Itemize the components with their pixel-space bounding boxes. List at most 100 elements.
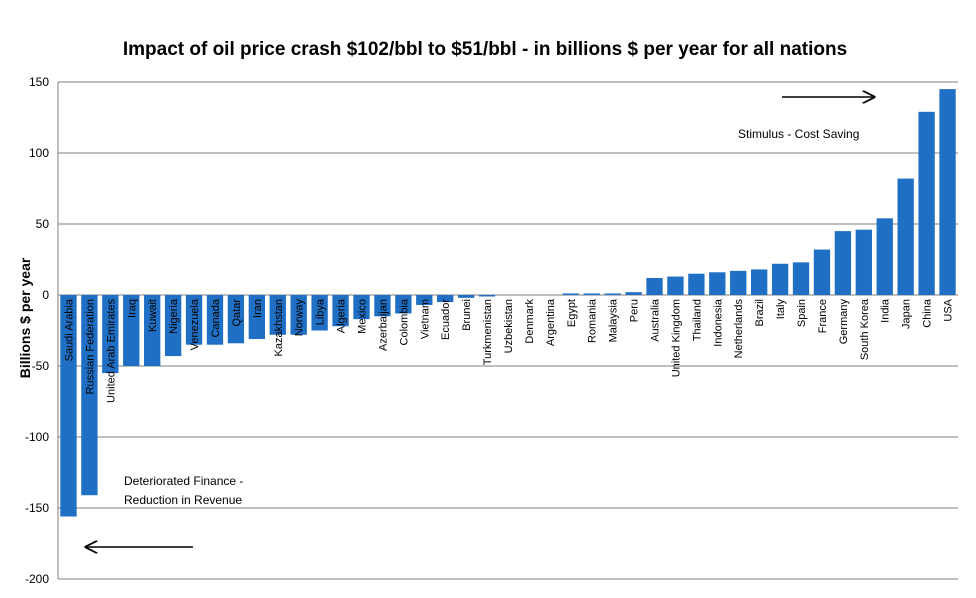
- category-label: Norway: [294, 299, 306, 337]
- category-label: Peru: [629, 299, 641, 322]
- category-labels: Saudi Arabia Russian Federation United Ara…: [63, 298, 954, 403]
- category-label: USA: [943, 298, 955, 321]
- bar: [939, 89, 956, 295]
- bar: [185, 295, 203, 345]
- annotation-stimulus: Stimulus - Cost Saving: [738, 127, 859, 141]
- category-label: United Arab Emirates: [105, 299, 117, 403]
- bar: [332, 295, 349, 327]
- category-label: Russian Federation: [84, 299, 96, 394]
- category-label: China: [922, 298, 934, 328]
- category-label: South Korea: [859, 298, 871, 360]
- bar: [311, 295, 328, 331]
- bar: [60, 295, 77, 517]
- category-label: Uzbekistan: [503, 299, 515, 353]
- bar: [395, 295, 412, 314]
- category-label: Algeria: [336, 298, 348, 333]
- annotation-deteriorated: Deteriorated Finance -: [124, 474, 243, 488]
- bar: [144, 295, 161, 366]
- bar: [290, 295, 307, 335]
- y-tick-label: -100: [25, 430, 49, 444]
- category-label: Vietnam: [419, 299, 431, 339]
- y-tick-label: -150: [25, 501, 49, 515]
- bar: [562, 293, 579, 295]
- y-tick-label: 0: [42, 288, 49, 302]
- bar: [897, 178, 914, 295]
- category-label: India: [880, 298, 892, 323]
- category-label: Indonesia: [712, 298, 724, 347]
- category-label: Canada: [210, 298, 222, 337]
- y-tick-labels: 150 100 50 0 -50 -100 -150 -200: [25, 75, 49, 586]
- category-label: Colombia: [398, 298, 410, 345]
- category-label: United Kingdom: [670, 299, 682, 377]
- category-label: Saudi Arabia: [63, 298, 75, 361]
- y-axis-label: Billions $ per year: [17, 257, 33, 378]
- bar: [646, 277, 663, 295]
- category-label: Denmark: [524, 299, 536, 344]
- y-tick-label: -50: [32, 359, 50, 373]
- bar: [123, 295, 140, 366]
- category-label: Brazil: [754, 299, 766, 327]
- bar: [478, 295, 496, 297]
- category-label: Germany: [838, 299, 850, 345]
- bar: [416, 295, 433, 305]
- bar: [771, 263, 789, 295]
- y-tick-label: 50: [36, 217, 50, 231]
- category-label: Azerbaijan: [377, 299, 389, 351]
- bar: [688, 273, 705, 295]
- category-label: Brunei: [461, 299, 473, 331]
- bars: [60, 89, 956, 517]
- category-label: Iraq: [126, 299, 138, 318]
- category-label: Malaysia: [608, 298, 620, 342]
- bar: [102, 295, 119, 374]
- bar: [792, 262, 810, 295]
- bar: [227, 295, 245, 344]
- bar: [751, 269, 768, 295]
- y-tick-label: 150: [29, 75, 49, 89]
- category-label: Thailand: [691, 299, 703, 341]
- category-label: Italy: [775, 299, 787, 320]
- category-label: Kuwait: [147, 299, 159, 332]
- category-label: Ecuador: [440, 299, 452, 340]
- category-label: Netherlands: [733, 299, 745, 359]
- bar: [206, 295, 224, 345]
- category-label: Qatar: [231, 299, 243, 327]
- bar: [855, 229, 872, 295]
- category-label: Libya: [315, 298, 327, 325]
- bar: [353, 295, 370, 320]
- category-label: Argentina: [545, 298, 557, 346]
- category-label: Australia: [650, 298, 662, 342]
- category-label: Venezuela: [189, 298, 201, 350]
- y-tick-label: 100: [29, 146, 49, 160]
- category-label: Spain: [796, 299, 808, 327]
- bar: [374, 295, 391, 317]
- annotation-reduction: Reduction in Revenue: [124, 493, 242, 507]
- bar: [813, 249, 831, 295]
- category-label: Romania: [587, 298, 599, 343]
- category-label: Egypt: [566, 299, 578, 327]
- bar: [269, 295, 286, 335]
- category-label: Mexico: [356, 299, 368, 334]
- chart-title: Impact of oil price crash $102/bbl to $5…: [123, 39, 847, 60]
- category-label: Kazakhstan: [273, 299, 285, 356]
- category-label: Iran: [252, 299, 264, 318]
- category-label: France: [817, 299, 829, 333]
- bar: [437, 295, 454, 303]
- bar: [604, 293, 621, 295]
- bar: [248, 295, 265, 340]
- bar: [583, 293, 600, 295]
- bar: [164, 295, 182, 357]
- bar: [457, 295, 475, 298]
- bar: [918, 111, 935, 295]
- category-label: Japan: [901, 299, 913, 329]
- bar: [667, 276, 684, 295]
- category-label: Turkmenistan: [482, 299, 494, 365]
- bar: [709, 272, 726, 295]
- bar: [81, 295, 98, 496]
- category-label: Nigeria: [168, 298, 180, 334]
- y-tick-label: -200: [25, 572, 49, 586]
- bar: [730, 270, 747, 295]
- bar: [876, 218, 893, 295]
- bar: [834, 231, 852, 295]
- bar: [625, 292, 642, 295]
